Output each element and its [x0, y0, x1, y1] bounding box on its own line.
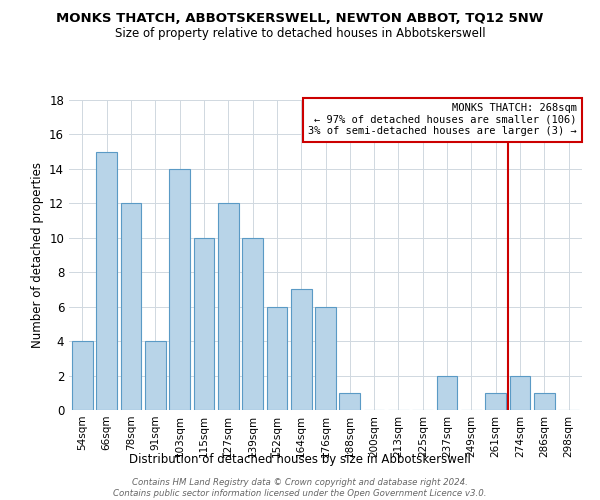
Y-axis label: Number of detached properties: Number of detached properties [31, 162, 44, 348]
Bar [145, 341, 166, 410]
Bar [97, 152, 117, 410]
Text: MONKS THATCH, ABBOTSKERSWELL, NEWTON ABBOT, TQ12 5NW: MONKS THATCH, ABBOTSKERSWELL, NEWTON ABB… [56, 12, 544, 26]
Bar [315, 306, 336, 410]
Bar [437, 376, 457, 410]
Bar [534, 393, 554, 410]
Bar [218, 204, 239, 410]
Bar [72, 341, 93, 410]
Text: Distribution of detached houses by size in Abbotskerswell: Distribution of detached houses by size … [129, 452, 471, 466]
Bar [485, 393, 506, 410]
Bar [509, 376, 530, 410]
Text: Size of property relative to detached houses in Abbotskerswell: Size of property relative to detached ho… [115, 28, 485, 40]
Bar [169, 169, 190, 410]
Bar [291, 290, 311, 410]
Bar [242, 238, 263, 410]
Text: Contains HM Land Registry data © Crown copyright and database right 2024.
Contai: Contains HM Land Registry data © Crown c… [113, 478, 487, 498]
Bar [194, 238, 214, 410]
Bar [266, 306, 287, 410]
Bar [121, 204, 142, 410]
Text: MONKS THATCH: 268sqm
← 97% of detached houses are smaller (106)
3% of semi-detac: MONKS THATCH: 268sqm ← 97% of detached h… [308, 103, 577, 136]
Bar [340, 393, 360, 410]
